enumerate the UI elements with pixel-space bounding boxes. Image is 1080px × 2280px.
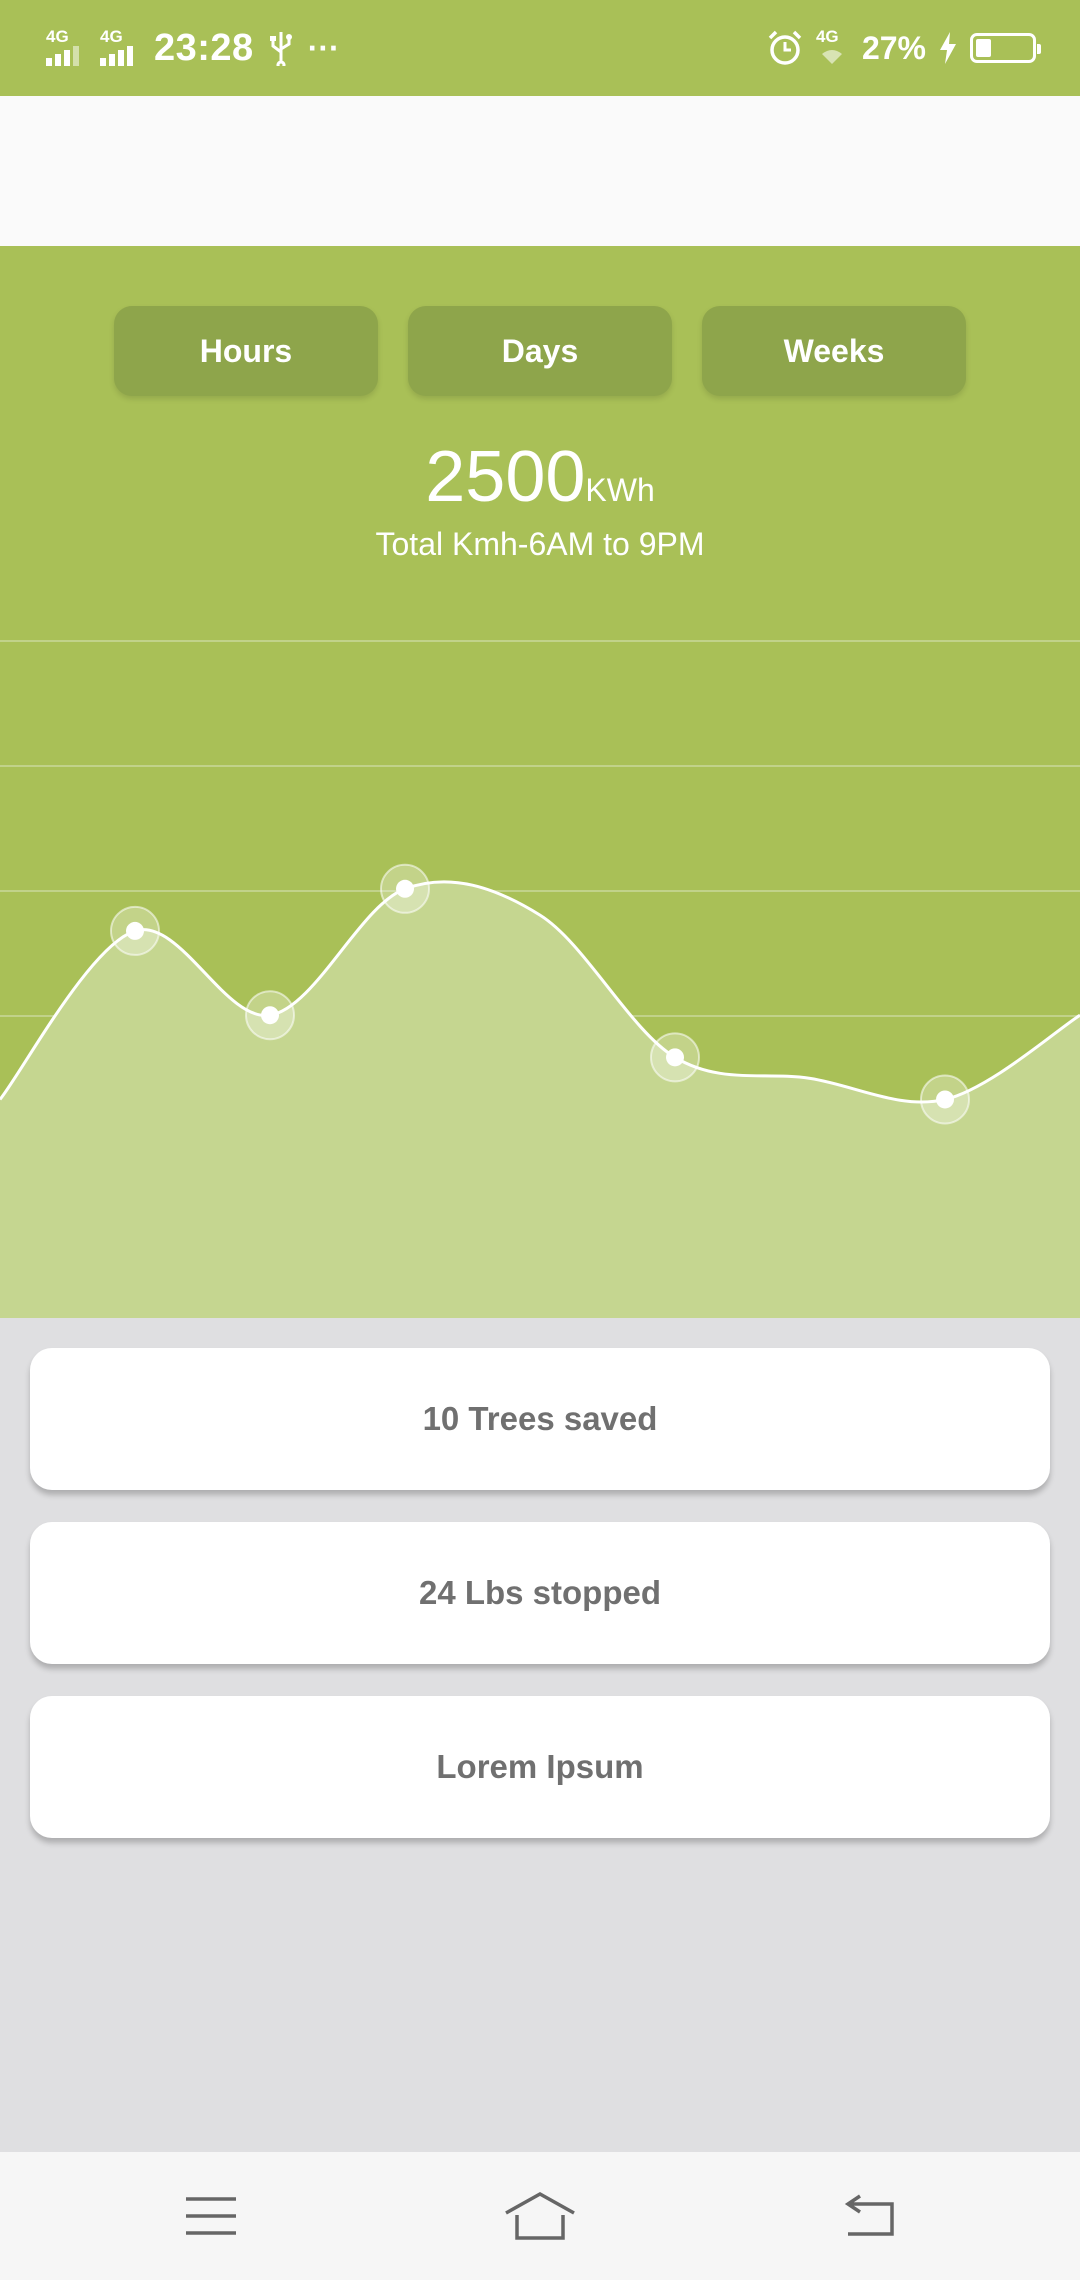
battery-icon	[970, 33, 1041, 63]
lbs-stopped-card[interactable]: 24 Lbs stopped	[30, 1522, 1050, 1664]
signal-icon: 4G	[100, 28, 140, 68]
data-point[interactable]	[936, 1090, 954, 1109]
energy-chart	[0, 640, 1080, 1318]
total-energy: 2500KWh	[0, 436, 1080, 518]
data-point[interactable]	[666, 1048, 684, 1067]
data-point[interactable]	[126, 921, 144, 940]
home-button[interactable]	[490, 2176, 590, 2256]
chart-line	[0, 880, 1080, 1104]
network-icon: 4G	[816, 28, 850, 68]
lorem-ipsum-card[interactable]: Lorem Ipsum	[30, 1696, 1050, 1838]
alarm-icon	[768, 30, 802, 65]
back-button[interactable]	[819, 2176, 919, 2256]
total-value: 2500	[425, 437, 586, 517]
navigation-bar	[0, 2152, 1080, 2280]
data-point[interactable]	[396, 879, 414, 898]
tab-weeks[interactable]: Weeks	[702, 306, 966, 396]
trees-saved-card[interactable]: 10 Trees saved	[30, 1348, 1050, 1490]
back-icon	[844, 2194, 894, 2236]
usb-icon	[269, 32, 292, 66]
data-point[interactable]	[261, 1006, 279, 1025]
battery-percent: 27%	[861, 29, 926, 66]
menu-icon	[186, 2197, 236, 2235]
status-time: 23:28	[154, 26, 254, 69]
menu-button[interactable]	[161, 2176, 261, 2256]
home-icon	[505, 2191, 575, 2240]
period-tabs: Hours Days Weeks	[114, 306, 966, 396]
signal-icon: 4G	[46, 28, 86, 68]
chart-markers	[110, 863, 970, 1125]
more-indicator: ···	[307, 29, 340, 66]
app-header	[0, 96, 1080, 246]
total-subtitle: Total Kmh-6AM to 9PM	[375, 526, 705, 562]
charging-icon	[940, 32, 956, 64]
battery-fill	[976, 39, 991, 57]
status-bar: 4G 4G 23:28 ··· 4G 27%	[0, 0, 1080, 96]
tab-hours[interactable]: Hours	[114, 306, 378, 396]
chart-area	[0, 881, 1080, 1318]
total-unit: KWh	[585, 472, 655, 508]
energy-panel: Hours Days Weeks 2500KWh Total Kmh-6AM t…	[0, 246, 1080, 1318]
tab-days[interactable]: Days	[408, 306, 672, 396]
